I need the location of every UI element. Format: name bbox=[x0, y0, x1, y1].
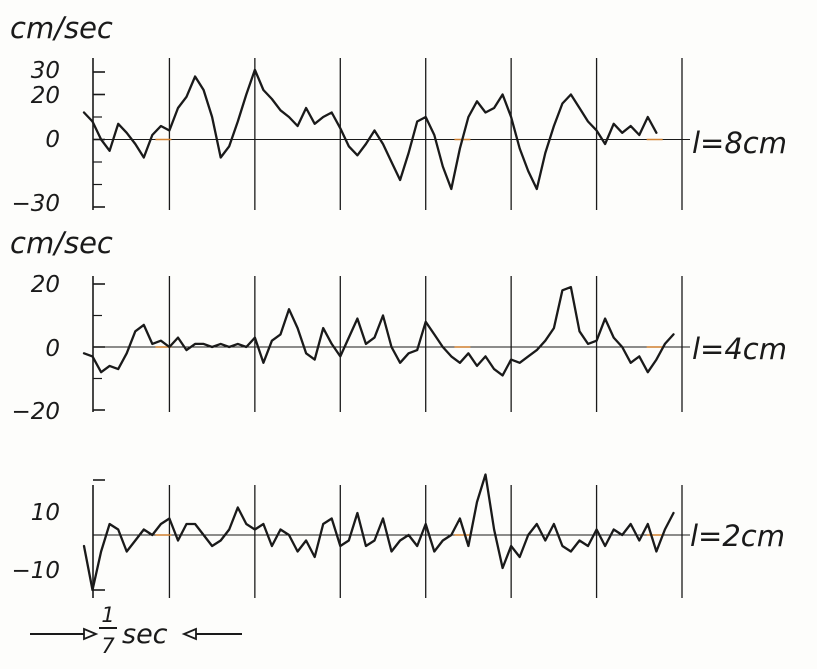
panel-2-series-line bbox=[82, 285, 675, 377]
time-scale-denominator: 7 bbox=[101, 634, 115, 658]
panel-1-series-line bbox=[82, 68, 658, 191]
series-label-l2: l=2cm bbox=[690, 519, 785, 553]
series-label-l8: l=8cm bbox=[692, 126, 787, 160]
panel-1-unit-label: cm/sec bbox=[10, 11, 113, 45]
panel-2-ytick-2: 0 bbox=[45, 336, 60, 362]
time-scale-right-arrow-icon bbox=[83, 627, 99, 641]
time-scale-left-arrow-icon bbox=[181, 627, 197, 641]
panel-3-series-line bbox=[82, 473, 675, 592]
time-scale-unit: sec bbox=[122, 619, 168, 650]
panel-3-ytick-1: 10 bbox=[31, 500, 60, 526]
panel-2-ytick-3: −20 bbox=[11, 399, 60, 425]
panel-2-unit-label: cm/sec bbox=[10, 226, 113, 260]
panel-1-ytick-3: 0 bbox=[45, 127, 60, 153]
panel-1-ytick-1: 30 bbox=[31, 58, 60, 84]
time-scale-numerator: 1 bbox=[101, 603, 114, 627]
time-scale: 1 7 sec bbox=[30, 603, 242, 658]
series-label-l4: l=4cm bbox=[692, 332, 787, 366]
panel-2-ytick-1: 20 bbox=[31, 272, 60, 298]
panel-1-ytick-2: 20 bbox=[31, 83, 60, 109]
panel-3-ytick-2: −10 bbox=[11, 558, 60, 584]
panel-1-ytick-4: −30 bbox=[11, 191, 60, 217]
